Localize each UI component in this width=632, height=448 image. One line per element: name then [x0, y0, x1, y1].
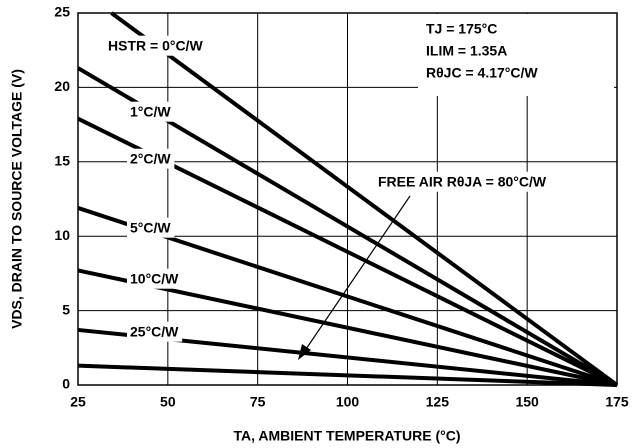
y-tick-label: 5: [62, 301, 70, 317]
arrow-shaft: [303, 195, 411, 353]
arrow-head: [298, 344, 311, 360]
annotation: TJ = 175°C: [426, 21, 497, 37]
plot-frame: [77, 12, 618, 386]
x-axis-label: TA, AMBIENT TEMPERATURE (°C): [234, 428, 461, 444]
series-label: 10°C/W: [130, 271, 179, 287]
label-background: [127, 148, 175, 169]
y-tick-label: 15: [54, 153, 70, 169]
y-axis-label: VDS, DRAIN TO SOURCE VOLTAGE (V): [9, 69, 25, 329]
annotation: ILIM = 1.35A: [426, 43, 507, 59]
annotation: RθJC = 4.17°C/W: [426, 65, 538, 81]
series-label: 1°C/W: [130, 104, 171, 120]
series-label: 25°C/W: [130, 324, 179, 340]
x-tick-label: 50: [160, 394, 176, 410]
series-label: 5°C/W: [130, 220, 171, 236]
label-background: [105, 35, 207, 56]
label-background: [375, 171, 550, 192]
series-line: [77, 363, 618, 387]
label-background: [127, 268, 183, 289]
x-tick-label: 150: [515, 394, 539, 410]
series-label: 2°C/W: [130, 151, 171, 167]
label-background: [127, 101, 175, 122]
series-line: [110, 11, 619, 387]
x-tick-label: 75: [250, 394, 266, 410]
series-label: HSTR = 0°C/W: [108, 38, 203, 54]
x-tick-label: 25: [70, 394, 86, 410]
label-background: [127, 217, 175, 238]
series-label: FREE AIR RθJA = 80°C/W: [378, 174, 547, 190]
annotation-background: [418, 14, 614, 96]
x-tick-label: 175: [605, 394, 629, 410]
series-line: [77, 268, 618, 387]
x-tick-label: 125: [426, 394, 450, 410]
x-tick-label: 100: [336, 394, 360, 410]
y-tick-label: 25: [54, 4, 70, 20]
label-background: [127, 321, 183, 342]
y-tick-label: 10: [54, 227, 70, 243]
y-tick-label: 20: [54, 78, 70, 94]
y-tick-label: 0: [62, 376, 70, 392]
